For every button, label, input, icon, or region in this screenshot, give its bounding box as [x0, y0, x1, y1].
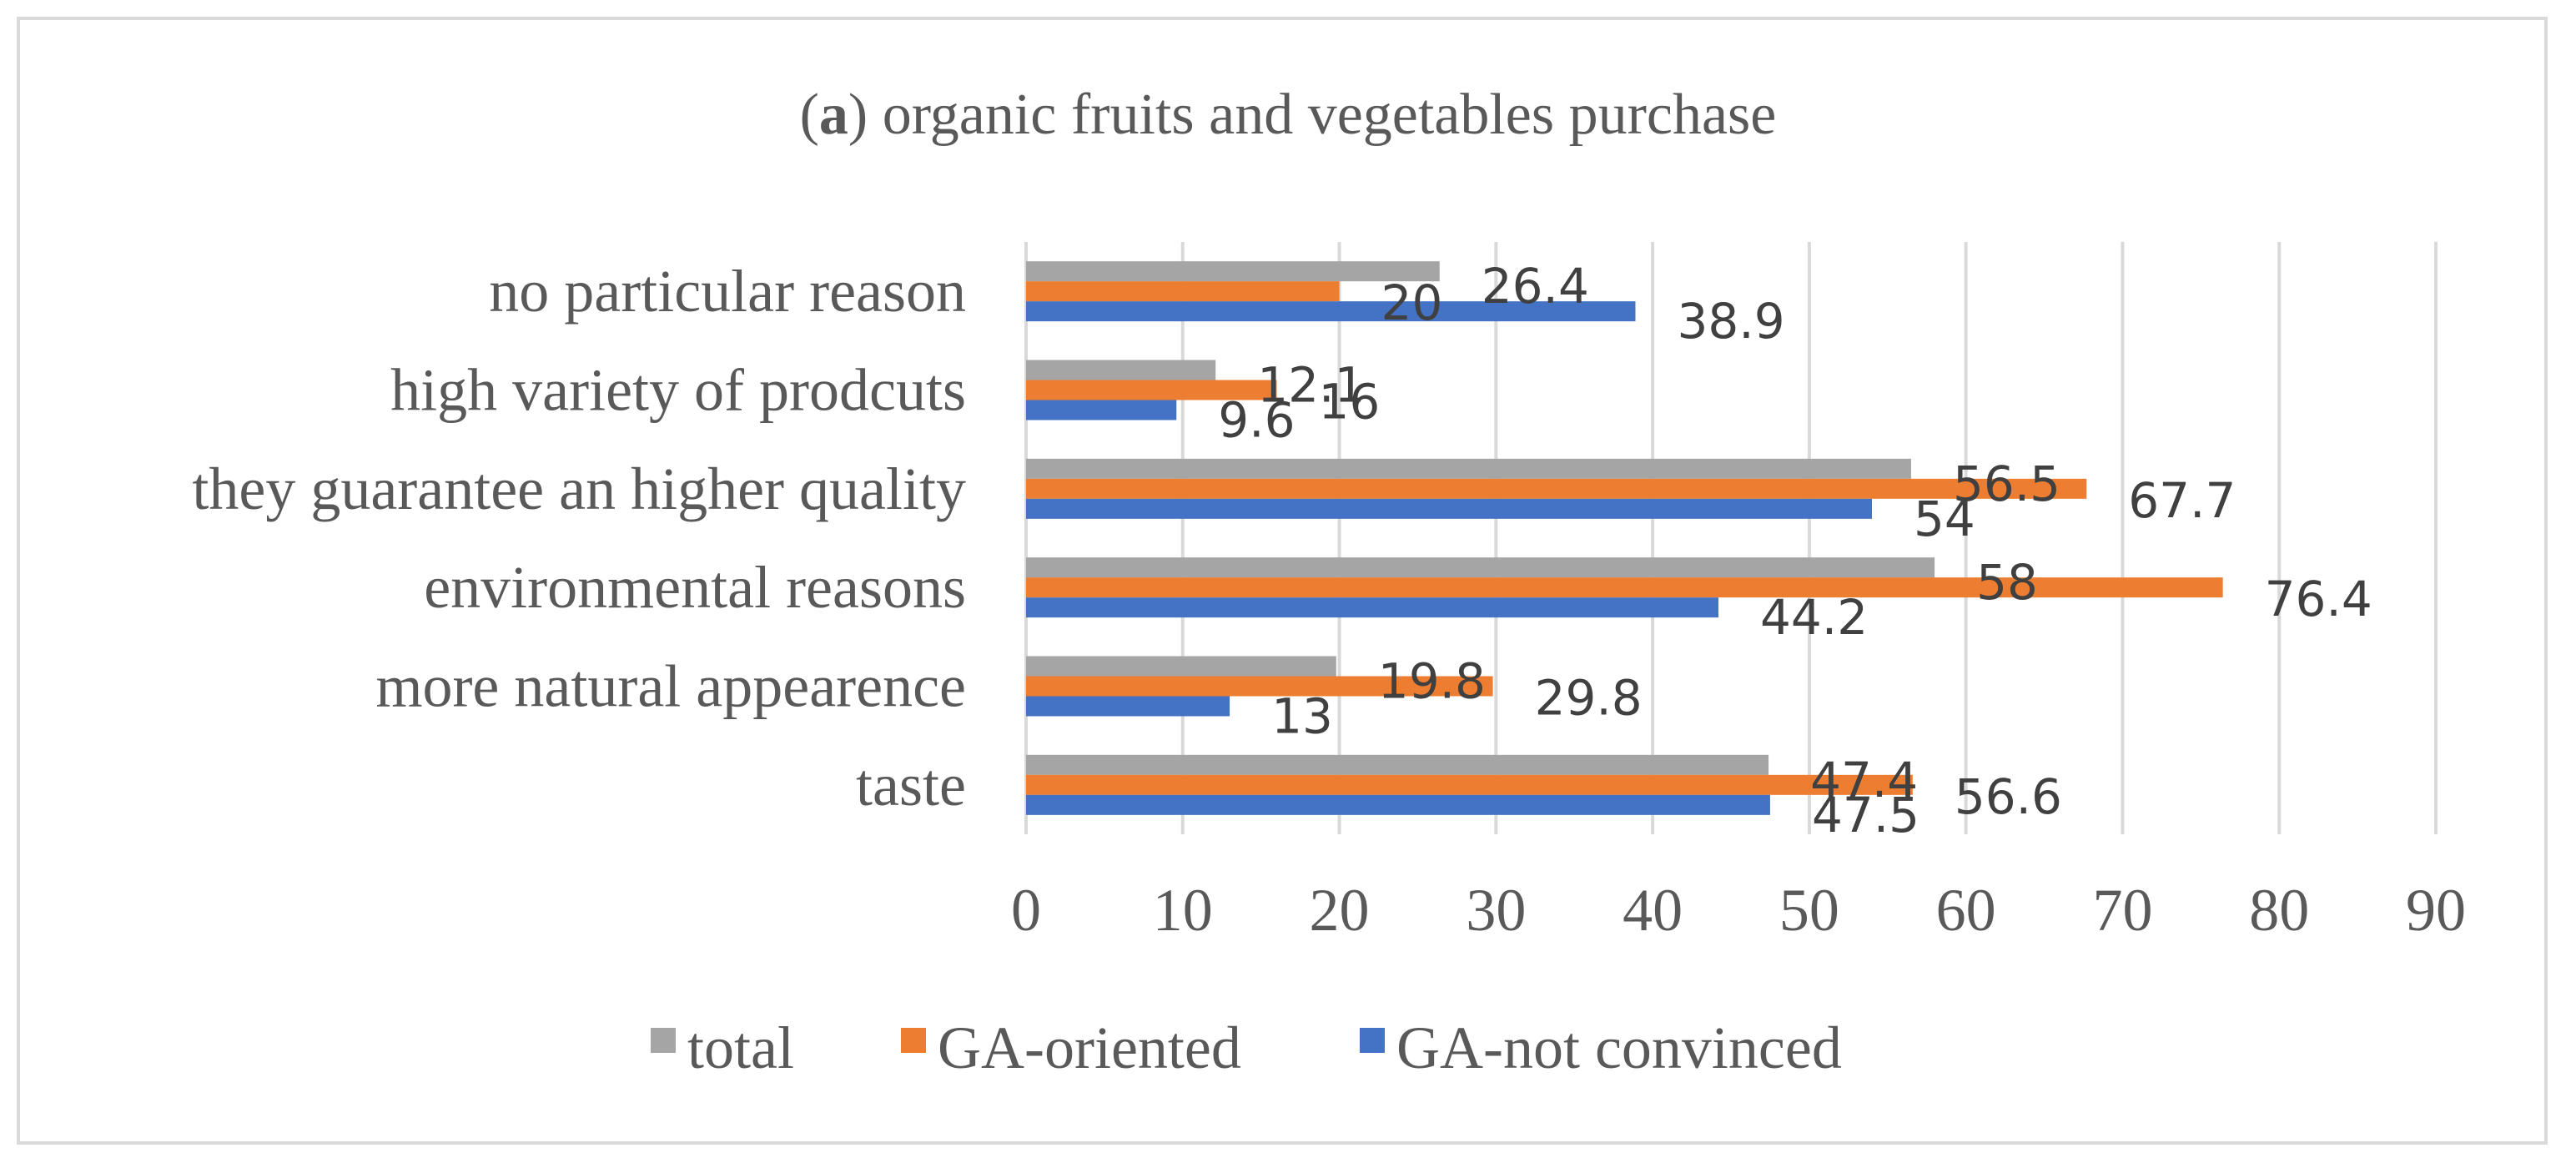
data-label: 29.8 — [1535, 670, 1643, 727]
x-tick-label: 70 — [2092, 877, 2152, 944]
data-label: 56.5 — [1953, 456, 2060, 512]
bar-total — [1026, 557, 1935, 578]
bars — [1026, 261, 2223, 815]
data-label: 26.4 — [1482, 258, 1589, 315]
x-axis-tick-labels: 0 10 20 30 40 50 60 70 80 90 — [1011, 877, 2466, 944]
bar-total — [1026, 656, 1336, 677]
bar-ga-not-convinced — [1026, 794, 1770, 815]
data-label: 58 — [1976, 554, 2038, 611]
bar-total — [1026, 360, 1216, 380]
data-label: 12.1 — [1257, 357, 1365, 414]
bar-ga-not-convinced — [1026, 597, 1718, 618]
x-tick-label: 30 — [1466, 877, 1526, 944]
legend-swatch — [651, 1028, 676, 1053]
bar-ga-not-convinced — [1026, 301, 1636, 322]
bar-ga-oriented — [1026, 676, 1493, 697]
data-label: 16 — [1318, 374, 1380, 430]
data-label: 54 — [1914, 491, 1975, 547]
bar-ga-oriented — [1026, 380, 1277, 400]
category-label: taste — [856, 752, 966, 818]
x-tick-label: 80 — [2249, 877, 2309, 944]
x-tick-label: 40 — [1623, 877, 1683, 944]
category-label: high variety of prodcuts — [390, 357, 966, 424]
x-tick-label: 0 — [1011, 877, 1041, 944]
category-label: no particular reason — [489, 258, 966, 325]
bar-ga-not-convinced — [1026, 400, 1177, 420]
bar-ga-not-convinced — [1026, 696, 1230, 717]
x-tick-label: 10 — [1153, 877, 1213, 944]
category-label: they guarantee an higher quality — [192, 456, 966, 522]
bar-ga-oriented — [1026, 774, 1913, 795]
legend: total GA-oriented GA-not convinced — [651, 1014, 1842, 1081]
legend-label: total — [687, 1014, 794, 1081]
category-label: more natural appearence — [375, 653, 966, 720]
bar-ga-oriented — [1026, 478, 2087, 499]
bar-ga-not-convinced — [1026, 498, 1872, 519]
x-tick-label: 20 — [1310, 877, 1370, 944]
gridlines — [1024, 242, 2438, 834]
bar-ga-oriented — [1026, 577, 2223, 598]
data-label: 56.6 — [1955, 768, 2062, 825]
data-label: 76.4 — [2265, 571, 2372, 627]
chart-title: (a) organic fruits and vegetables purcha… — [800, 83, 1777, 147]
category-labels: no particular reason high variety of prod… — [192, 258, 966, 818]
data-label: 13 — [1271, 688, 1333, 745]
data-label: 38.9 — [1677, 293, 1784, 350]
data-label: 47.5 — [1812, 787, 1919, 843]
data-label: 67.7 — [2128, 472, 2236, 529]
x-tick-label: 60 — [1936, 877, 1996, 944]
legend-label: GA-not convinced — [1396, 1014, 1842, 1081]
category-label: environmental reasons — [424, 554, 966, 621]
data-label: 44.2 — [1760, 589, 1868, 646]
data-label: 20 — [1381, 274, 1443, 331]
legend-label: GA-oriented — [938, 1014, 1241, 1081]
legend-swatch — [901, 1028, 926, 1053]
data-label: 9.6 — [1218, 392, 1295, 449]
legend-swatch — [1360, 1028, 1385, 1053]
x-tick-label: 90 — [2406, 877, 2466, 944]
bar-total — [1026, 458, 1911, 479]
bar-total — [1026, 261, 1440, 282]
bar-ga-oriented — [1026, 281, 1340, 302]
x-tick-label: 50 — [1779, 877, 1839, 944]
bar-total — [1026, 754, 1769, 775]
data-label: 47.4 — [1810, 752, 1918, 808]
data-label: 19.8 — [1378, 653, 1486, 710]
